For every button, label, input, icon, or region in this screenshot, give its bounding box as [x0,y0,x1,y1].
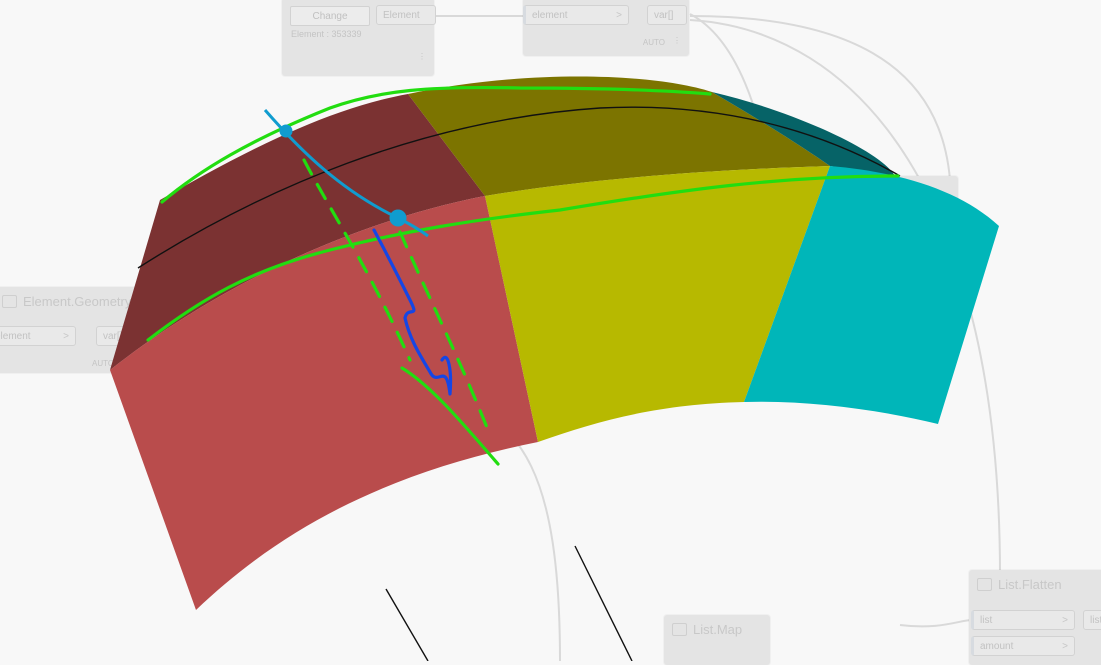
node-type-icon [672,622,687,636]
engine-label: CPython3 [834,277,870,286]
geometry-intersect-node[interactable]: Geometry.Intersect geometry > other > Ge… [249,348,449,462]
node-title: List.Flatten [511,168,575,184]
port-label: list [980,614,993,626]
port-label: OUT [925,222,947,234]
python-icon [830,183,843,197]
element-id-label: Element : 353339 [291,29,362,39]
out-output-port[interactable]: OUT [918,218,956,238]
port-label: Geometry[] [382,393,432,405]
element-geometry-node-left[interactable]: Element.Geometry element > var[] AUTO [0,287,140,373]
node-title: Python Script [849,182,927,198]
port-label: element [0,330,31,342]
wire [449,399,561,661]
element-input-port[interactable]: element > [523,5,629,25]
amount-input-port[interactable]: amount > [484,230,588,250]
chevron-right-icon: > [575,234,581,246]
chevron-right-icon: > [1062,640,1068,652]
select-model-element-node[interactable]: Change Element Element : 353339 ⋮ [282,0,436,76]
port-label: list [1090,614,1101,626]
node-options-icon[interactable]: ⋮ [418,52,426,61]
node-title: Element.Geometry [23,293,132,309]
node-title: Geometry.Intersect [278,354,388,370]
wire [689,13,831,229]
add-input-button[interactable]: + [879,222,885,234]
node-options-icon[interactable]: ⋮ [673,36,681,45]
node-title: List.Flatten [998,576,1062,592]
remove-input-button[interactable]: − [897,222,903,234]
run-mode-label: AUTO [587,260,610,269]
wire [899,619,973,628]
element-output-port[interactable]: Element [376,5,436,25]
python-script-node[interactable]: Python Script IN[0] + − OUT IN[1] CPytho… [822,176,958,288]
change-button[interactable]: Change [290,6,370,26]
node-type-icon [257,355,272,369]
wire [139,334,251,417]
var-output-port[interactable]: var[] [96,326,136,346]
chevron-right-icon: > [1062,614,1068,626]
port-label: amount [980,640,1014,652]
run-mode-label: AUTO [92,359,115,368]
port-label: Element [383,9,420,21]
in0-input-port[interactable]: IN[0] [824,218,864,238]
node-type-icon [977,577,992,591]
list-input-port[interactable]: list > [484,204,588,224]
in1-input-port[interactable]: IN[1] [824,244,864,264]
element-input-port[interactable]: element > [0,326,76,346]
run-mode-label: AUTO [642,38,665,47]
node-title: List.Map [693,621,743,637]
geometry-input-port[interactable]: geometry > [251,389,365,409]
chevron-right-icon: > [352,393,358,405]
chevron-right-icon: > [63,330,69,342]
list-flatten-node-right[interactable]: List.Flatten list > amount > list [969,570,1101,665]
list-map-node[interactable]: List.Map [664,615,770,665]
chevron-right-icon: > [352,420,358,432]
port-label: amount [493,234,527,246]
list-input-port[interactable]: list > [971,610,1075,630]
port-label: geometry [260,393,302,405]
node-options-icon[interactable]: ⋮ [620,258,628,267]
chevron-right-icon: > [575,208,581,220]
port-label: var[] [103,330,123,342]
port-label: IN[0] [833,222,855,234]
wire [689,19,1001,576]
element-geometry-node-top[interactable]: element > var[] AUTO ⋮ [523,0,689,56]
port-label: var[] [654,9,674,21]
node-type-icon [2,294,17,308]
wire [689,15,951,181]
list-output-port[interactable]: list [600,204,634,224]
port-label: IN[1] [833,248,855,260]
node-options-icon[interactable]: ⋮ [942,272,950,281]
amount-input-port[interactable]: amount > [971,636,1075,656]
list-flatten-node[interactable]: List.Flatten list > amount > list AUTO ⋮ [482,162,636,274]
wire [635,213,829,256]
port-label: element [532,9,568,21]
port-label: other [260,420,283,432]
port-label: list [607,208,620,220]
port-label: list [493,208,506,220]
run-mode-label: AUTO [400,447,423,456]
list-output-port[interactable]: list [1083,610,1101,630]
geometry-output-port[interactable]: Geometry[] [375,389,439,409]
node-options-icon[interactable]: ⋮ [433,445,441,454]
other-input-port[interactable]: other > [251,416,365,436]
chevron-right-icon: > [616,9,622,21]
var-output-port[interactable]: var[] [647,5,687,25]
node-type-icon [490,169,505,183]
